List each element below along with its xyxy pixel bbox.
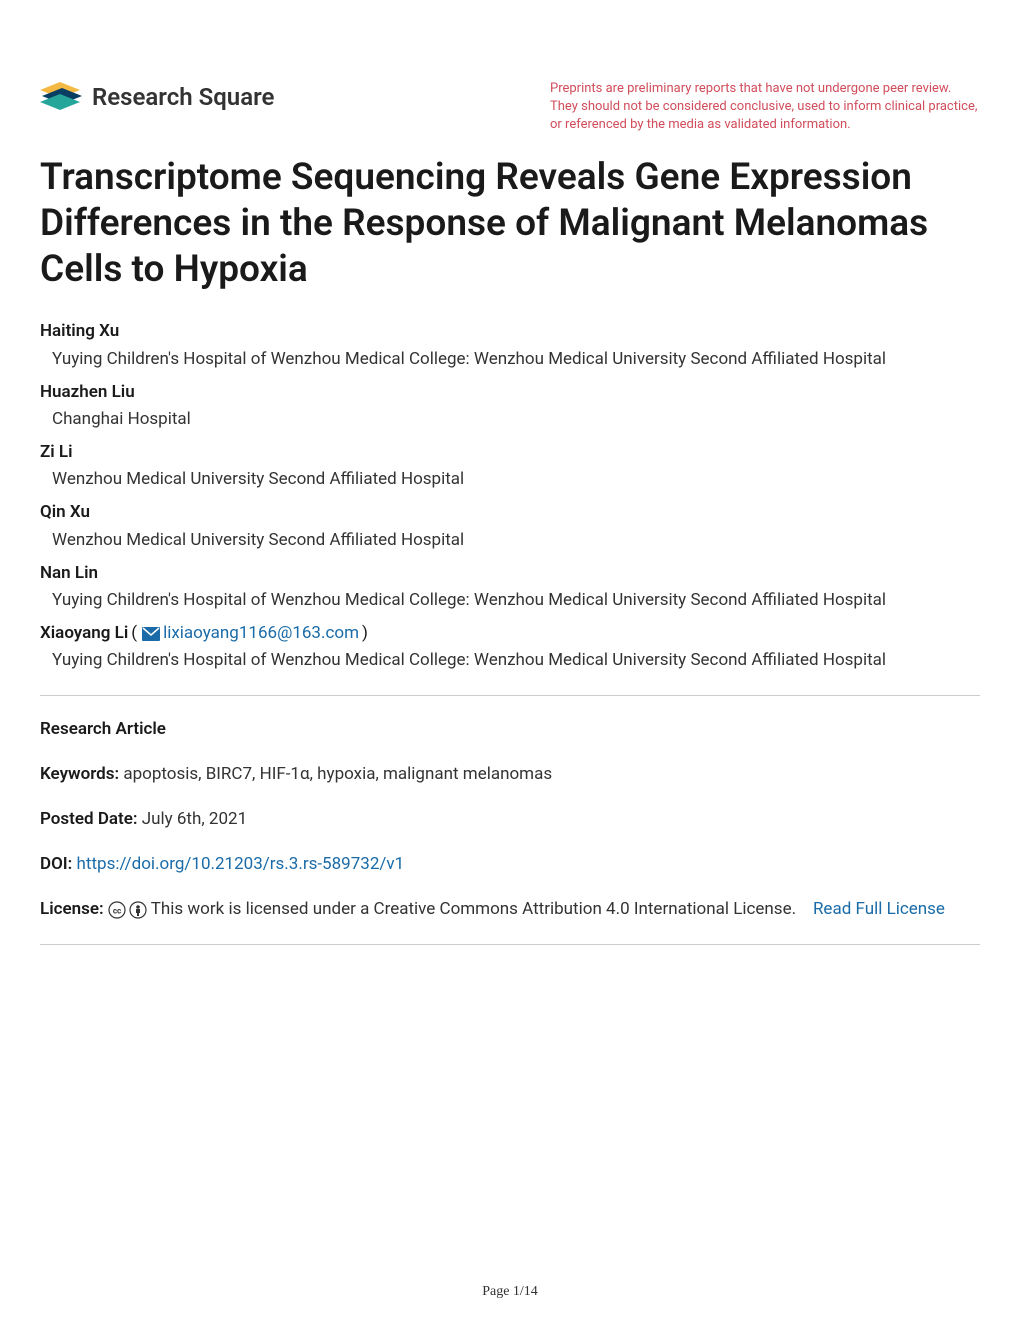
author-block: Haiting Xu Yuying Children's Hospital of… <box>40 318 980 372</box>
page-number: Page 1/14 <box>482 1284 538 1300</box>
article-type: Research Article <box>40 716 980 743</box>
paren-open: ( <box>131 620 137 647</box>
author-name: Nan Lin <box>40 560 980 587</box>
author-affiliation: Wenzhou Medical University Second Affili… <box>40 466 980 493</box>
author-block: Huazhen Liu Changhai Hospital <box>40 379 980 433</box>
author-name: Huazhen Liu <box>40 379 980 406</box>
logo-text: Research Square <box>92 83 274 111</box>
section-divider <box>40 944 980 945</box>
author-name: Haiting Xu <box>40 318 980 345</box>
svg-text:cc: cc <box>113 906 121 915</box>
authors-section: Haiting Xu Yuying Children's Hospital of… <box>40 318 980 674</box>
author-block: Zi Li Wenzhou Medical University Second … <box>40 439 980 493</box>
doi-link[interactable]: https://doi.org/10.21203/rs.3.rs-589732/… <box>77 854 405 874</box>
author-block: Nan Lin Yuying Children's Hospital of We… <box>40 560 980 614</box>
corresponding-author-block: Xiaoyang Li ( lixiaoyang1166@163.com ) Y… <box>40 620 980 674</box>
corresponding-author-name: Xiaoyang Li ( lixiaoyang1166@163.com ) <box>40 620 368 647</box>
author-block: Qin Xu Wenzhou Medical University Second… <box>40 499 980 553</box>
preprint-disclaimer: Preprints are preliminary reports that h… <box>550 80 980 135</box>
doi-label: DOI: <box>40 854 72 874</box>
author-name-text: Xiaoyang Li <box>40 620 128 647</box>
doi-line: DOI: https://doi.org/10.21203/rs.3.rs-58… <box>40 851 980 878</box>
metadata-section: Research Article Keywords: apoptosis, BI… <box>40 716 980 924</box>
section-divider <box>40 695 980 696</box>
research-square-logo-icon <box>40 80 82 114</box>
keywords-label: Keywords: <box>40 764 119 784</box>
author-affiliation: Yuying Children's Hospital of Wenzhou Me… <box>40 647 980 674</box>
cc-by-icon <box>129 901 147 919</box>
header-row: Research Square Preprints are preliminar… <box>40 80 980 135</box>
license-label: License: <box>40 899 104 919</box>
author-affiliation: Changhai Hospital <box>40 406 980 433</box>
keywords-line: Keywords: apoptosis, BIRC7, HIF-1α, hypo… <box>40 761 980 788</box>
posted-date-line: Posted Date: July 6th, 2021 <box>40 806 980 833</box>
author-name: Zi Li <box>40 439 980 466</box>
cc-license-icons: cc <box>108 901 147 919</box>
article-type-label: Research Article <box>40 719 166 739</box>
license-line: License: cc This work is licensed under … <box>40 896 980 923</box>
license-link[interactable]: Read Full License <box>813 899 945 919</box>
envelope-icon <box>142 627 160 641</box>
corresponding-email-link[interactable]: lixiaoyang1166@163.com <box>163 620 359 647</box>
author-affiliation: Wenzhou Medical University Second Affili… <box>40 527 980 554</box>
posted-date-value: July 6th, 2021 <box>142 809 247 829</box>
paren-close: ) <box>362 620 368 647</box>
article-title: Transcriptome Sequencing Reveals Gene Ex… <box>40 155 980 294</box>
posted-date-label: Posted Date: <box>40 809 138 829</box>
author-name: Qin Xu <box>40 499 980 526</box>
logo-container: Research Square <box>40 80 274 114</box>
author-affiliation: Yuying Children's Hospital of Wenzhou Me… <box>40 587 980 614</box>
author-affiliation: Yuying Children's Hospital of Wenzhou Me… <box>40 346 980 373</box>
keywords-value: apoptosis, BIRC7, HIF-1α, hypoxia, malig… <box>123 764 552 784</box>
cc-icon: cc <box>108 901 126 919</box>
license-text: This work is licensed under a Creative C… <box>151 899 796 919</box>
